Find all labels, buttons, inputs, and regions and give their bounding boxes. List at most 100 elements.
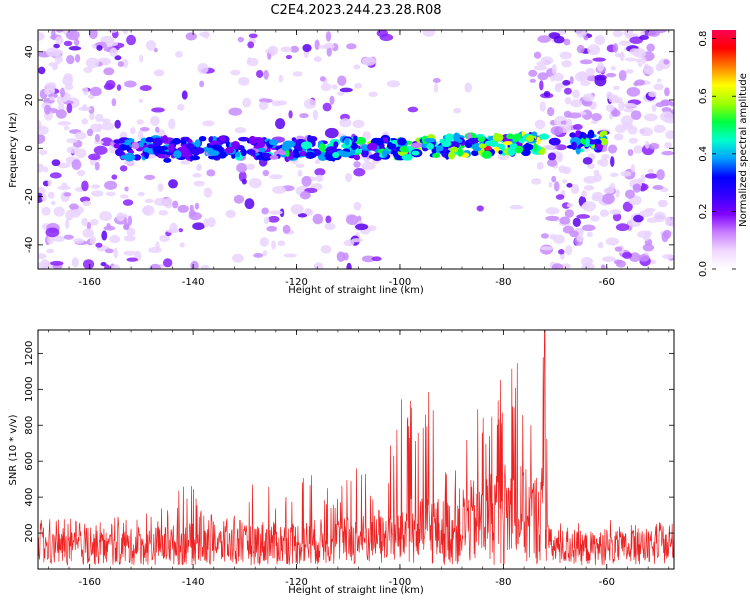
spectrogram-cell (133, 154, 142, 161)
spectrogram-cell (643, 63, 650, 75)
spectrogram-cell (488, 139, 499, 148)
spectrogram-cell (149, 263, 161, 269)
y-tick-label: 1200 (24, 341, 35, 366)
spectrogram-cell (300, 141, 313, 149)
spectrogram-cell (563, 87, 572, 95)
spectrogram-cell (325, 215, 332, 224)
spectrogram-frame (37, 29, 675, 270)
spectrogram-cell (630, 164, 635, 173)
spectrogram-cell (56, 162, 71, 169)
spectrogram-cell (644, 140, 650, 149)
spectrogram-cell (131, 141, 140, 150)
spectrogram-cell (172, 137, 181, 145)
spectrogram-cell (63, 73, 73, 82)
spectrogram-cell (285, 149, 290, 157)
spectrogram-cell (620, 115, 634, 127)
spectrogram-cell (609, 182, 615, 190)
spectrogram-cell (83, 66, 93, 74)
spectrogram-cell (246, 57, 259, 67)
spectrogram-cell (561, 60, 572, 68)
spectrogram-cell (38, 187, 46, 195)
spectrogram-cell (422, 30, 436, 37)
spectrogram-cell (55, 36, 64, 45)
spectrogram-cell (144, 152, 149, 159)
spectrogram-cell (234, 127, 247, 134)
spectrogram-cell (539, 101, 546, 112)
spectrogram-cell (313, 262, 324, 269)
spectrogram-cell (130, 127, 136, 135)
spectrogram-cell (126, 227, 136, 237)
spectrogram-cell (292, 153, 301, 159)
spectrogram-cell (585, 67, 596, 77)
spectrogram-cell (93, 145, 108, 155)
spectrogram-cell (123, 152, 136, 162)
spectrogram-cell (331, 84, 338, 90)
spectrogram-cell (246, 163, 256, 170)
spectrogram-cell (188, 212, 202, 221)
spectrogram-cell (567, 112, 582, 119)
spectrogram-cell (324, 127, 339, 139)
spectrogram-cell (624, 189, 635, 199)
spectrogram-cell (639, 35, 649, 41)
spectrogram-cell (599, 131, 604, 138)
spectrogram-cell (178, 228, 184, 233)
spectrogram-cell (127, 215, 133, 226)
spectrogram-cell (109, 234, 121, 244)
spectrogram-cell (59, 87, 66, 98)
spectrogram-cell (207, 150, 220, 156)
spectrogram-cell (506, 133, 514, 140)
spectrogram-cell (620, 171, 632, 177)
x-tick-label: -120 (285, 277, 308, 288)
spectrogram-cell (277, 100, 288, 106)
spectrogram-cell (569, 230, 579, 238)
spectrogram-cell (71, 159, 82, 171)
spectrogram-cell (575, 30, 588, 38)
spectrogram-cell (116, 84, 122, 91)
spectrogram-cell (142, 205, 155, 216)
spectrogram-cell (546, 158, 558, 167)
spectrogram-cell (618, 40, 631, 46)
spectrogram-cell (237, 144, 245, 151)
spectrogram-cell (371, 256, 382, 262)
spectrogram-cell (158, 209, 168, 216)
spectrogram-cell (121, 58, 129, 68)
spectrogram-cell (82, 200, 92, 207)
spectrogram-cell (38, 253, 47, 260)
spectrogram-cell (537, 72, 549, 81)
x-tick-label: -80 (495, 277, 511, 288)
spectrogram-cell (119, 165, 128, 172)
spectrogram-cell (272, 185, 286, 194)
spectrogram-cell (111, 98, 117, 107)
spectrogram-cell (189, 155, 201, 161)
spectrogram-cell (336, 251, 346, 262)
spectrogram-cell (653, 211, 666, 223)
spectrogram-cell (610, 65, 616, 71)
spectrogram-cell (551, 263, 564, 269)
spectrogram-cell (120, 194, 129, 199)
spectrogram-cell (180, 136, 190, 141)
spectrogram-cell (122, 30, 128, 35)
spectrogram-cell (126, 34, 137, 46)
spectrogram-cell (53, 235, 65, 242)
spectrogram-cell (262, 250, 268, 257)
colorbar-tick-label: 0.2 (698, 203, 709, 219)
spectrogram-cell (109, 47, 118, 57)
y-tick-label: -20 (24, 188, 35, 204)
spectrogram-cell (168, 143, 175, 153)
spectrogram-cell (114, 148, 124, 157)
spectrogram-cell (139, 127, 150, 132)
spectrogram-cell (196, 163, 202, 172)
spectrogram-cell (449, 146, 459, 153)
spectrogram-cell (553, 234, 565, 245)
spectrogram-cell (579, 59, 593, 65)
spectrogram-cell (575, 146, 581, 155)
spectrogram-cell (238, 76, 250, 86)
spectrogram-cell (50, 88, 55, 93)
spectrogram-cell (662, 254, 674, 260)
spectrogram-cell (367, 142, 378, 151)
spectrogram-cell (314, 168, 326, 176)
spectrogram-cell (66, 30, 80, 41)
spectrogram-cell (566, 182, 573, 188)
spectrogram-cell (177, 103, 185, 111)
figure-title: C2E4.2023.244.23.28.R08 (270, 3, 441, 18)
